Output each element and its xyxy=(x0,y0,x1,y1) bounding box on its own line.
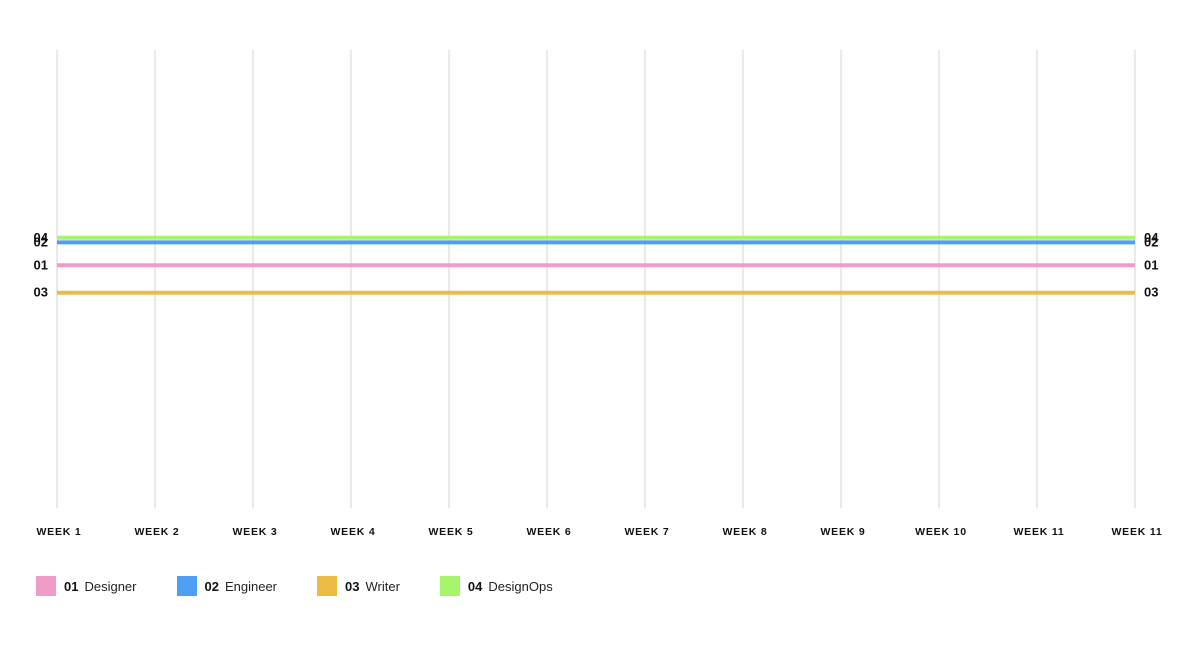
legend-code: 03 xyxy=(345,578,360,594)
legend-code: 02 xyxy=(204,578,219,594)
legend-item-writer: 03 Writer xyxy=(317,576,400,596)
legend-label: DesignOps xyxy=(488,578,553,594)
x-tick-label: WEEK 7 xyxy=(624,526,669,538)
x-axis-ticks: WEEK 1 WEEK 2 WEEK 3 WEEK 4 WEEK 5 WEEK 6 WEEK… xyxy=(36,526,1162,538)
legend-swatch xyxy=(36,576,56,596)
legend-item-designops: 04 DesignOps xyxy=(439,576,553,596)
legend-swatch xyxy=(317,576,338,596)
series-start-label: 04 xyxy=(34,230,49,245)
legend-code: 01 xyxy=(64,578,79,594)
left-series-labels: 01 02 03 04 xyxy=(34,230,49,300)
legend: 01 Designer 02 Engineer 03 Writer 04 DesignOps xyxy=(36,576,593,596)
right-series-labels: 01 02 03 04 xyxy=(1144,230,1159,300)
x-tick-label: WEEK 10 xyxy=(915,526,967,538)
x-tick-label: WEEK 5 xyxy=(428,526,473,538)
series-end-label: 02 xyxy=(1144,234,1158,249)
x-tick-label: WEEK 11 xyxy=(1111,526,1162,538)
legend-item-designer: 01 Designer xyxy=(36,576,137,596)
series-lines xyxy=(57,235,1135,295)
series-end-label: 03 xyxy=(1144,285,1158,300)
series-start-label: 01 xyxy=(34,257,48,272)
x-tick-label: WEEK 3 xyxy=(232,526,277,538)
legend-code: 04 xyxy=(467,578,483,594)
x-tick-label: WEEK 9 xyxy=(820,526,865,538)
x-tick-label: WEEK 2 xyxy=(134,526,179,538)
legend-label: Designer xyxy=(84,578,137,594)
x-tick-label: WEEK 11 xyxy=(1013,526,1064,538)
legend-label: Writer xyxy=(365,578,400,594)
grid-lines xyxy=(56,50,1136,508)
series-start-label: 02 xyxy=(34,234,48,249)
legend-swatch xyxy=(176,576,197,596)
x-tick-label: WEEK 4 xyxy=(330,526,375,538)
x-tick-label: WEEK 6 xyxy=(526,526,571,538)
series-end-label: 04 xyxy=(1144,230,1159,245)
x-tick-label: WEEK 8 xyxy=(722,526,767,538)
legend-item-engineer: 02 Engineer xyxy=(176,576,278,596)
x-tick-label: WEEK 1 xyxy=(36,526,81,538)
series-start-label: 03 xyxy=(34,285,48,300)
legend-label: Engineer xyxy=(224,578,278,594)
legend-swatch xyxy=(439,576,460,596)
series-end-label: 01 xyxy=(1144,257,1158,272)
